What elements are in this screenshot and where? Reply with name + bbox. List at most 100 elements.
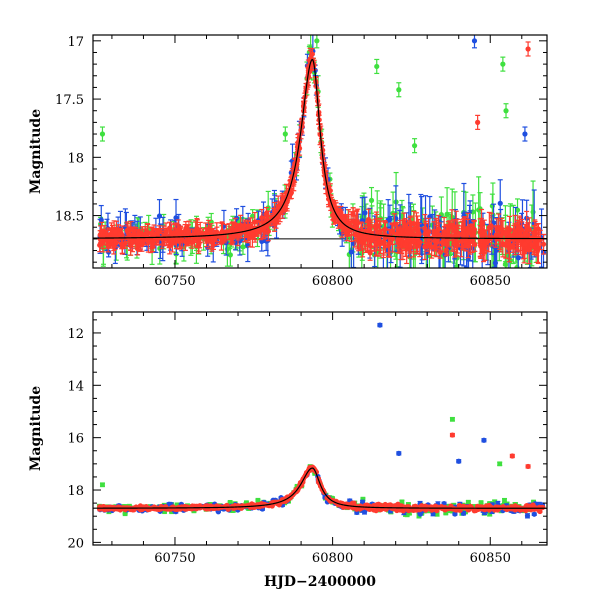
bottom-point-red-944 — [386, 502, 392, 508]
bottom-point-blue-219 — [460, 510, 467, 516]
top-point-red-1008 — [330, 209, 336, 221]
bottom-point-red-874 — [216, 504, 222, 510]
top-point-red-979 — [506, 230, 512, 248]
top-point-red-718 — [97, 238, 103, 253]
top-point-green-outlier-2 — [374, 58, 380, 75]
bottom-frame — [92, 311, 548, 546]
top-point-red-944 — [414, 222, 420, 248]
bottom-point-green-69 — [122, 511, 128, 517]
bottom-point-red-904 — [412, 506, 418, 512]
bottom-point-green-153 — [255, 497, 261, 503]
bottom-point-blue-outlier-7 — [456, 458, 462, 464]
bottom-point-red-917 — [197, 503, 203, 509]
bottom-point-red-822 — [373, 508, 379, 514]
bottom-point-red-outlier-4 — [509, 453, 515, 459]
top-point-green-outlier-10 — [282, 126, 288, 142]
top-point-red-905 — [263, 215, 269, 229]
top-point-red-929 — [441, 216, 447, 247]
top-point-red-960 — [458, 225, 464, 258]
bottom-point-red-803 — [457, 507, 463, 513]
bottom-plot-area — [93, 322, 547, 519]
bottom-point-red-854 — [423, 507, 429, 513]
top-point-red-945 — [232, 217, 238, 231]
top-y-tick-label: 18 — [67, 151, 84, 166]
bottom-point-red-948 — [526, 504, 532, 510]
top-y-tick-label: 17 — [67, 35, 84, 50]
top-panel: 60750 60800 60850 17 17.5 18 18.5 Magnitude — [28, 34, 548, 289]
top-point-green-outlier-3 — [396, 82, 402, 98]
bottom-y-tick-label: 18 — [67, 484, 84, 499]
bottom-point-blue-252 — [215, 509, 221, 515]
top-point-red-940 — [361, 229, 368, 246]
top-point-red-1047 — [346, 221, 353, 233]
top-point-red-968 — [229, 231, 235, 246]
top-point-blue-outlier-0 — [471, 35, 478, 49]
bottom-point-blue-outlier-6 — [396, 450, 402, 456]
top-point-green-outlier-4 — [500, 56, 506, 72]
top-point-red-965 — [210, 227, 216, 248]
top-y-tick-label: 17.5 — [55, 93, 84, 108]
top-y-tick-label: 18.5 — [55, 210, 84, 225]
bottom-y-tick-label: 12 — [67, 327, 84, 342]
bottom-point-blue-332 — [417, 511, 423, 517]
bottom-y-tick-label: 16 — [67, 432, 84, 447]
bottom-panel: 60750 60800 60850 12 14 16 18 20 Magnitude — [28, 311, 548, 566]
top-point-red-943 — [516, 217, 523, 241]
top-point-red-961 — [405, 230, 411, 251]
bottom-point-green-0 — [227, 499, 233, 505]
bottom-point-blue-243 — [452, 511, 458, 517]
top-point-red-706 — [385, 233, 392, 257]
top-point-red-882 — [451, 218, 457, 241]
bottom-point-green-135 — [478, 500, 484, 505]
top-point-red-823 — [389, 232, 396, 246]
top-point-red-883 — [166, 221, 173, 235]
bottom-point-blue-326 — [524, 513, 531, 519]
bottom-model-curve — [93, 467, 547, 509]
top-point-green-outlier-1 — [314, 35, 320, 49]
top-point-red-896 — [393, 223, 400, 245]
bottom-point-blue-outlier-3 — [481, 437, 487, 443]
bottom-point-red-966 — [486, 502, 492, 509]
top-point-red-946 — [98, 221, 105, 241]
top-y-axis-label: Magnitude — [28, 109, 44, 194]
bottom-x-tick-label: 60750 — [154, 551, 195, 566]
bottom-x-tick-label: 60850 — [470, 551, 511, 566]
bottom-point-red-749 — [276, 502, 282, 508]
bottom-point-green-70 — [465, 499, 471, 505]
bottom-x-tick-label: 60800 — [312, 551, 353, 566]
top-point-red-971 — [185, 224, 192, 242]
top-point-red-851 — [422, 233, 428, 261]
bottom-point-blue-330 — [531, 511, 537, 517]
top-x-tick-label: 60850 — [470, 274, 511, 289]
top-point-green-outlier-5 — [503, 103, 509, 119]
top-point-red-855 — [163, 222, 169, 242]
bottom-point-red-911 — [239, 504, 245, 511]
bottom-point-green-outlier-1 — [449, 416, 455, 422]
bottom-point-green-outlier-8 — [497, 461, 503, 467]
bottom-point-red-946 — [174, 506, 180, 512]
top-point-blue-outlier-9 — [522, 126, 528, 142]
top-point-red-920 — [124, 225, 130, 237]
bottom-point-red-908 — [111, 504, 117, 510]
top-point-red-974 — [481, 219, 487, 248]
bottom-point-red-976 — [169, 504, 176, 510]
top-point-red-918 — [260, 221, 266, 233]
top-point-red-826 — [197, 221, 203, 244]
bottom-point-red-973 — [104, 506, 110, 512]
bottom-y-tick-label: 20 — [67, 536, 84, 551]
bottom-point-red-850 — [210, 505, 216, 512]
bottom-point-red-842 — [184, 504, 191, 510]
bottom-point-green-143 — [501, 497, 507, 504]
top-plot-area — [93, 35, 547, 268]
bottom-point-blue-outlier-0 — [377, 322, 383, 328]
top-point-red-664 — [437, 245, 443, 259]
top-point-red-970 — [417, 227, 423, 258]
top-point-red-958 — [145, 230, 151, 253]
top-point-red-901 — [525, 230, 531, 251]
top-point-red-956 — [247, 227, 253, 248]
top-point-red-outlier-8 — [475, 114, 481, 130]
bottom-point-red-909 — [453, 507, 459, 513]
bottom-point-red-942 — [204, 505, 211, 511]
bottom-point-green-outlier-9 — [99, 482, 105, 488]
